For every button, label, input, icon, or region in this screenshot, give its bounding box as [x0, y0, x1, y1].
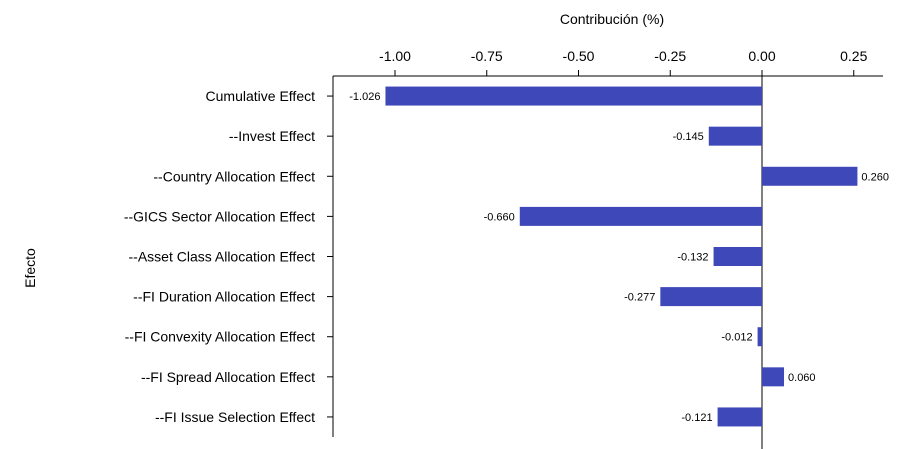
category-label: --Asset Class Allocation Effect	[129, 249, 316, 265]
bar	[519, 206, 762, 226]
bar	[717, 407, 762, 427]
data-label: 0.060	[788, 372, 816, 384]
category-label: --FI Issue Selection Effect	[155, 409, 315, 425]
y-axis-title: Efecto	[22, 248, 38, 288]
data-label: -0.132	[677, 252, 708, 264]
data-label: -0.121	[681, 412, 712, 424]
category-label: Cumulative Effect	[206, 88, 316, 104]
bar	[762, 166, 858, 186]
x-tick-label: -1.00	[379, 48, 411, 64]
data-label: 0.260	[861, 171, 889, 183]
bar	[708, 126, 762, 146]
x-tick-label: -0.75	[471, 48, 503, 64]
data-label: -0.145	[673, 131, 704, 143]
bar	[660, 287, 762, 307]
data-label: -0.660	[484, 211, 515, 223]
category-label: --Invest Effect	[229, 128, 315, 144]
category-label: --FI Convexity Allocation Effect	[125, 329, 315, 345]
axes	[327, 70, 883, 449]
bar	[757, 327, 762, 347]
data-label: -1.026	[349, 91, 380, 103]
x-tick-label: -0.25	[654, 48, 686, 64]
bar	[713, 247, 762, 266]
x-axis-title: Contribución (%)	[560, 11, 664, 27]
category-label: --Country Allocation Effect	[153, 168, 315, 184]
category-label: --GICS Sector Allocation Effect	[124, 208, 315, 224]
category-label: --FI Spread Allocation Effect	[141, 369, 315, 385]
category-label: --FI Duration Allocation Effect	[133, 289, 315, 305]
data-label: -0.012	[721, 332, 752, 344]
labels: -1.00 -0.75 -0.50 -0.25 0.00 0.25 Cumulative E…	[124, 48, 889, 425]
data-label: -0.277	[624, 292, 655, 304]
bars	[385, 86, 858, 427]
x-tick-label: 0.25	[840, 48, 867, 64]
bar	[762, 367, 785, 387]
x-tick-label: -0.50	[563, 48, 595, 64]
x-tick-label: 0.00	[748, 48, 775, 64]
bar	[385, 86, 762, 106]
